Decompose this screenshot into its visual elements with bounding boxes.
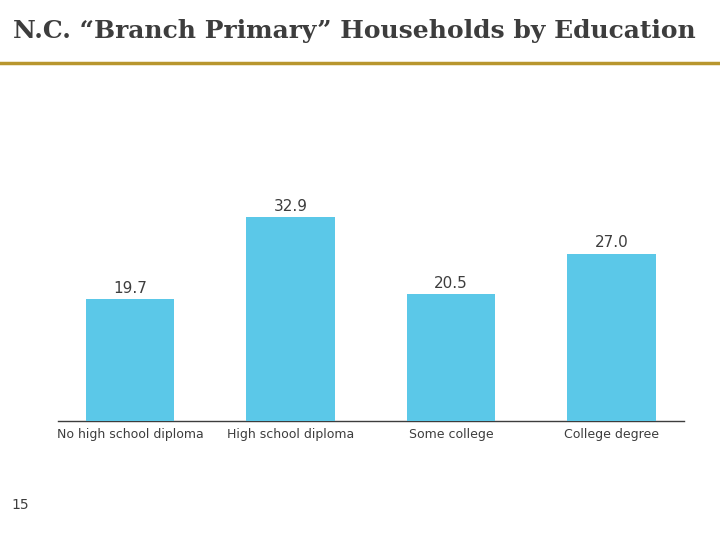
Bar [86,299,174,421]
Text: N.C. “Branch Primary” Households by Education: N.C. “Branch Primary” Households by Educ… [13,19,696,43]
Text: 15: 15 [12,498,29,512]
Bar [567,253,655,421]
Text: 20.5: 20.5 [434,276,468,291]
Bar [246,217,335,421]
Text: 19.7: 19.7 [113,281,147,296]
Text: 27.0: 27.0 [595,235,629,251]
Text: 32.9: 32.9 [274,199,307,214]
Bar [407,294,495,421]
